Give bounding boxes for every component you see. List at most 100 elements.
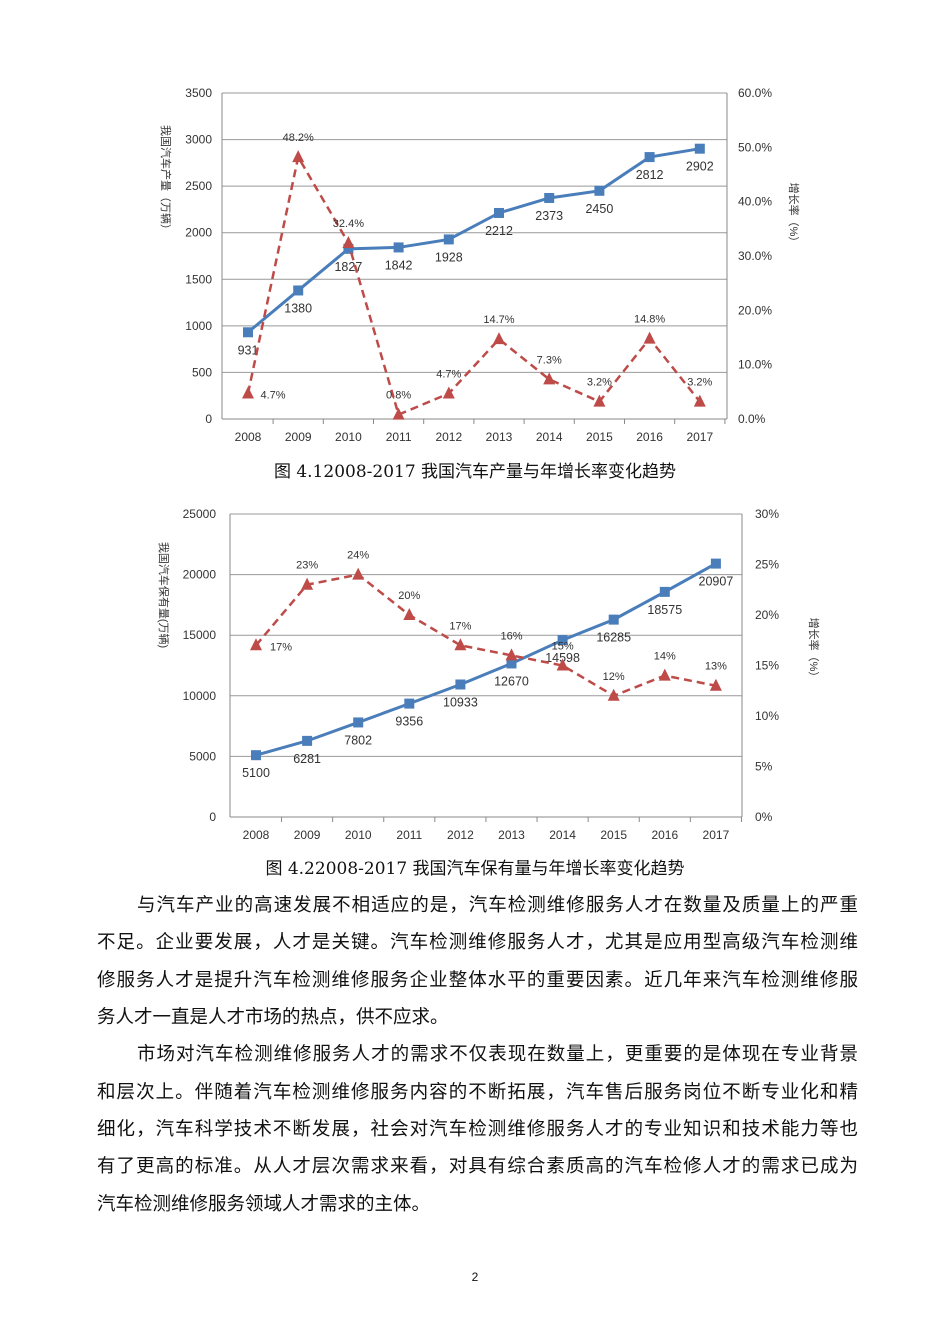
data-label: 5100 [242, 766, 270, 780]
y2-axis-title: 增长率（%） [807, 618, 821, 683]
data-label: 12670 [494, 674, 529, 688]
data-point [608, 614, 619, 625]
data-label: 2450 [585, 202, 613, 216]
data-label: 24% [347, 550, 369, 562]
y2-tick-label: 40.0% [738, 195, 772, 209]
x-tick-label: 2012 [447, 828, 474, 842]
data-label: 9356 [395, 715, 423, 729]
data-point [593, 394, 606, 407]
page-number: 2 [471, 1270, 479, 1284]
body-line: 汽车检测维修服务领域人才需求的主体。 [97, 1194, 431, 1215]
x-tick-label: 2016 [651, 828, 678, 842]
y-axis-title: 我国汽车产量（万辆） [159, 125, 173, 235]
data-label: 2902 [686, 160, 714, 174]
x-tick-label: 2013 [498, 828, 525, 842]
data-label: 15% [552, 641, 574, 653]
y2-tick-label: 10% [755, 709, 779, 723]
y-tick-label: 25000 [183, 507, 217, 521]
chart-ownership: 0 5000 10000 15000 20000 25000 0% 5% 10% 15% 20% 25… [157, 507, 821, 842]
data-point [251, 750, 261, 761]
y2-tick-label: 0% [755, 810, 773, 824]
y2-tick-label: 20% [755, 608, 779, 622]
x-tick-label: 2015 [600, 828, 627, 842]
y-tick-label: 2000 [185, 226, 212, 240]
body-line: 和层次上。伴随着汽车检测维修服务内容的不断拓展，汽车售后服务岗位不断专业化和精 [97, 1082, 858, 1103]
data-label: 10933 [443, 695, 478, 709]
x-tick-label: 2015 [586, 430, 613, 444]
body-line: 不足。企业要发展，人才是关键。汽车检测维修服务人才，尤其是应用型高级汽车检测维 [97, 932, 858, 953]
y-tick-label: 0 [205, 412, 212, 426]
data-label: 1928 [435, 250, 463, 264]
x-tick-label: 2014 [549, 828, 576, 842]
data-point [709, 678, 722, 691]
data-point [493, 332, 505, 345]
y2-tick-label: 30.0% [738, 249, 772, 263]
data-label: 14598 [545, 651, 580, 665]
y-tick-label: 15000 [183, 628, 217, 642]
data-point [242, 386, 254, 399]
data-label: 14% [654, 651, 676, 663]
y-tick-label: 0 [209, 810, 216, 824]
body-line: 市场对汽车检测维修服务人才的需求不仅表现在数量上，更重要的是体现在专业背景 [137, 1044, 858, 1065]
body-line: 有了更高的标准。从人才层次需求来看，对具有综合素质高的汽车检修人才的需求已成为 [97, 1156, 858, 1177]
data-label: 14.8% [634, 314, 665, 326]
y2-tick-label: 30% [755, 507, 779, 521]
y-axis-title: 我国汽车保有量(万辆) [157, 542, 171, 648]
y-tick-label: 1000 [185, 319, 212, 333]
series-line [246, 153, 701, 417]
data-point [659, 586, 670, 597]
data-point [694, 143, 705, 154]
y-tick-label: 3500 [185, 86, 212, 100]
data-point [644, 152, 655, 163]
data-label: 1380 [284, 301, 312, 315]
data-label: 20907 [699, 575, 734, 589]
y-tick-label: 10000 [183, 689, 217, 703]
y-tick-label: 1500 [185, 272, 212, 286]
data-point [403, 608, 416, 620]
data-label: 2212 [485, 224, 513, 238]
figure-caption-2: 图 4.22008-2017 我国汽车保有量与年增长率变化趋势 [265, 859, 685, 879]
y2-tick-label: 60.0% [738, 86, 772, 100]
data-point [343, 243, 354, 254]
data-point [352, 567, 365, 580]
y-tick-label: 2500 [185, 179, 212, 193]
data-point [455, 679, 466, 690]
data-point [494, 207, 504, 218]
y-tick-label: 20000 [183, 568, 217, 582]
data-label: 6281 [293, 752, 321, 766]
data-label: 20% [398, 590, 420, 602]
data-label: 4.7% [436, 368, 461, 380]
series-line [255, 562, 717, 757]
data-point [292, 150, 305, 163]
data-label: 17% [270, 641, 292, 653]
x-tick-label: 2010 [345, 828, 372, 842]
data-point [293, 285, 304, 296]
x-tick-label: 2010 [335, 430, 362, 444]
data-label: 32.4% [333, 218, 364, 230]
data-point [392, 407, 405, 420]
data-label: 14.7% [483, 314, 514, 326]
data-point [342, 235, 355, 248]
data-point [543, 372, 556, 385]
y2-tick-label: 0.0% [738, 412, 766, 426]
data-point [243, 327, 253, 338]
data-label: 2812 [636, 168, 664, 182]
data-label: 7.3% [537, 354, 562, 366]
x-tick-label: 2009 [285, 430, 312, 444]
data-point [302, 735, 313, 746]
y2-tick-label: 15% [755, 659, 779, 673]
data-point [250, 638, 262, 651]
data-point [442, 386, 455, 399]
y-tick-label: 5000 [189, 749, 216, 763]
data-label: 3.2% [687, 377, 712, 389]
data-label: 23% [296, 560, 318, 572]
x-tick-label: 2016 [636, 430, 663, 444]
data-point [607, 688, 620, 701]
body-line: 与汽车产业的高速发展不相适应的是，汽车检测维修服务人才在数量及质量上的严重 [137, 895, 858, 916]
x-tick-label: 2011 [386, 430, 412, 444]
data-label: 18575 [647, 603, 682, 617]
x-tick-label: 2012 [435, 430, 462, 444]
data-label: 1842 [385, 258, 413, 272]
y2-tick-label: 5% [755, 760, 773, 774]
